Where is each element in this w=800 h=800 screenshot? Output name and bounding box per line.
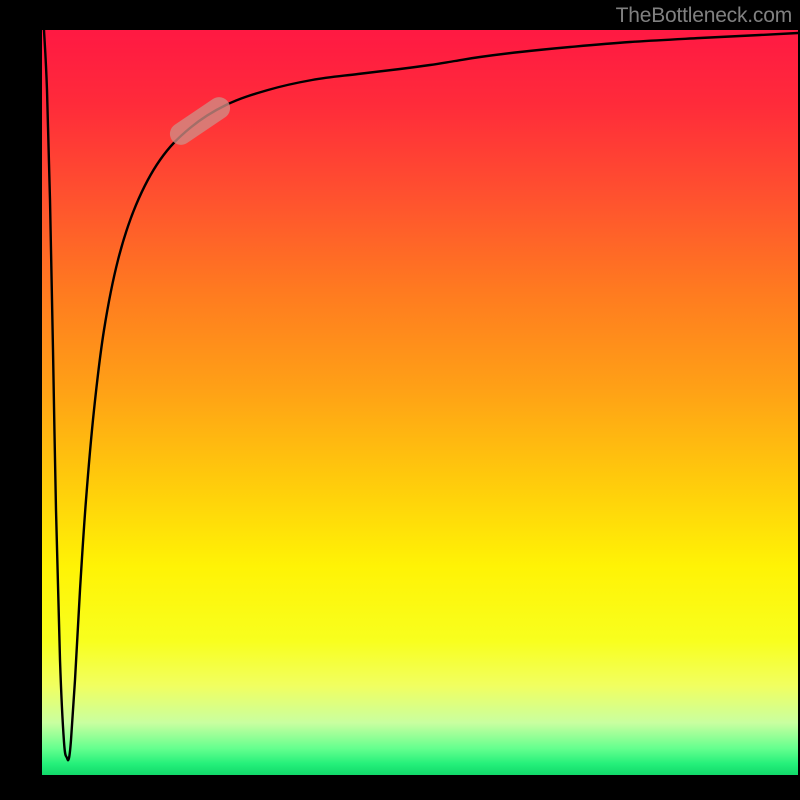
performance-curve	[42, 30, 798, 775]
chart-container: TheBottleneck.com	[0, 0, 800, 800]
plot-area	[42, 30, 798, 775]
attribution-text: TheBottleneck.com	[616, 4, 792, 28]
highlight-marker	[166, 93, 235, 149]
